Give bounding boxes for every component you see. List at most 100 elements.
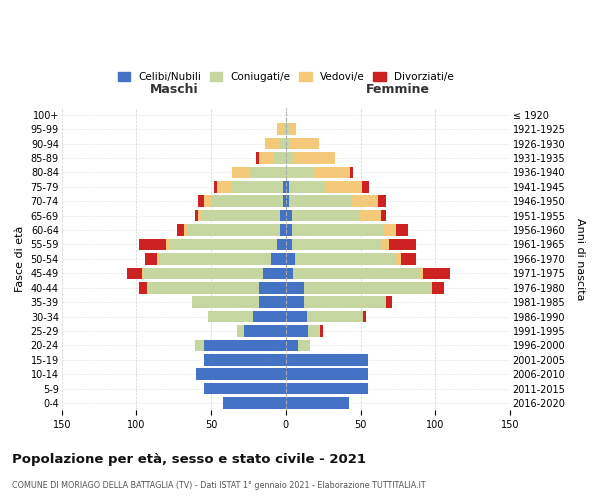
Text: Maschi: Maschi: [149, 83, 198, 96]
Text: Popolazione per età, sesso e stato civile - 2021: Popolazione per età, sesso e stato civil…: [12, 452, 366, 466]
Bar: [283, 181, 286, 192]
Bar: [203, 340, 286, 351]
Bar: [197, 196, 203, 207]
Legend: Celibi/Nubili, Coniugati/e, Vedovi/e, Divorziati/e: Celibi/Nubili, Coniugati/e, Vedovi/e, Di…: [114, 68, 458, 86]
Bar: [293, 152, 335, 164]
Bar: [208, 311, 253, 322]
Bar: [385, 224, 397, 236]
Bar: [286, 124, 289, 135]
Bar: [286, 196, 289, 207]
Y-axis label: Anni di nascita: Anni di nascita: [575, 218, 585, 300]
Bar: [420, 268, 423, 279]
Bar: [286, 238, 292, 250]
Bar: [286, 181, 289, 192]
Bar: [320, 325, 323, 337]
Bar: [263, 268, 286, 279]
Bar: [286, 296, 304, 308]
Bar: [271, 253, 286, 264]
Bar: [166, 238, 169, 250]
Bar: [283, 124, 286, 135]
Bar: [325, 181, 362, 192]
Bar: [236, 325, 244, 337]
Bar: [280, 138, 286, 149]
Bar: [256, 152, 259, 164]
Bar: [382, 238, 389, 250]
Bar: [286, 224, 292, 236]
Bar: [203, 196, 211, 207]
Bar: [157, 253, 159, 264]
Bar: [127, 268, 142, 279]
Bar: [292, 224, 385, 236]
Bar: [286, 340, 298, 351]
Bar: [194, 210, 197, 222]
Bar: [359, 210, 382, 222]
Bar: [307, 311, 364, 322]
Bar: [289, 124, 296, 135]
Bar: [259, 282, 286, 294]
Bar: [286, 138, 289, 149]
Bar: [223, 398, 286, 409]
Bar: [350, 166, 353, 178]
Bar: [295, 253, 397, 264]
Bar: [286, 383, 368, 394]
Bar: [191, 296, 259, 308]
Bar: [232, 181, 283, 192]
Bar: [286, 282, 304, 294]
Bar: [313, 166, 350, 178]
Bar: [142, 268, 144, 279]
Bar: [217, 181, 232, 192]
Bar: [259, 152, 274, 164]
Bar: [277, 238, 286, 250]
Bar: [202, 210, 280, 222]
Bar: [286, 325, 308, 337]
Bar: [292, 210, 359, 222]
Bar: [386, 296, 392, 308]
Bar: [286, 152, 293, 164]
Bar: [286, 268, 293, 279]
Bar: [304, 282, 431, 294]
Bar: [286, 398, 349, 409]
Bar: [286, 368, 368, 380]
Bar: [265, 138, 280, 149]
Bar: [292, 238, 382, 250]
Bar: [232, 166, 250, 178]
Bar: [286, 253, 295, 264]
Bar: [289, 138, 319, 149]
Text: Femmine: Femmine: [366, 83, 430, 96]
Bar: [397, 224, 409, 236]
Bar: [250, 166, 286, 178]
Bar: [286, 311, 307, 322]
Bar: [289, 181, 325, 192]
Bar: [277, 124, 283, 135]
Bar: [280, 224, 286, 236]
Bar: [187, 224, 280, 236]
Bar: [289, 196, 352, 207]
Bar: [184, 224, 187, 236]
Bar: [244, 325, 286, 337]
Bar: [389, 238, 416, 250]
Bar: [196, 368, 286, 380]
Bar: [177, 224, 184, 236]
Bar: [286, 354, 368, 366]
Bar: [197, 210, 202, 222]
Bar: [144, 268, 263, 279]
Bar: [304, 296, 386, 308]
Bar: [139, 282, 147, 294]
Bar: [214, 181, 217, 192]
Bar: [159, 253, 271, 264]
Bar: [139, 238, 166, 250]
Bar: [286, 166, 313, 178]
Bar: [211, 196, 283, 207]
Bar: [293, 268, 420, 279]
Bar: [352, 196, 379, 207]
Bar: [145, 253, 157, 264]
Bar: [382, 210, 386, 222]
Y-axis label: Fasce di età: Fasce di età: [15, 226, 25, 292]
Bar: [253, 311, 286, 322]
Bar: [397, 253, 401, 264]
Bar: [364, 311, 367, 322]
Bar: [283, 196, 286, 207]
Bar: [401, 253, 416, 264]
Bar: [432, 282, 444, 294]
Bar: [379, 196, 386, 207]
